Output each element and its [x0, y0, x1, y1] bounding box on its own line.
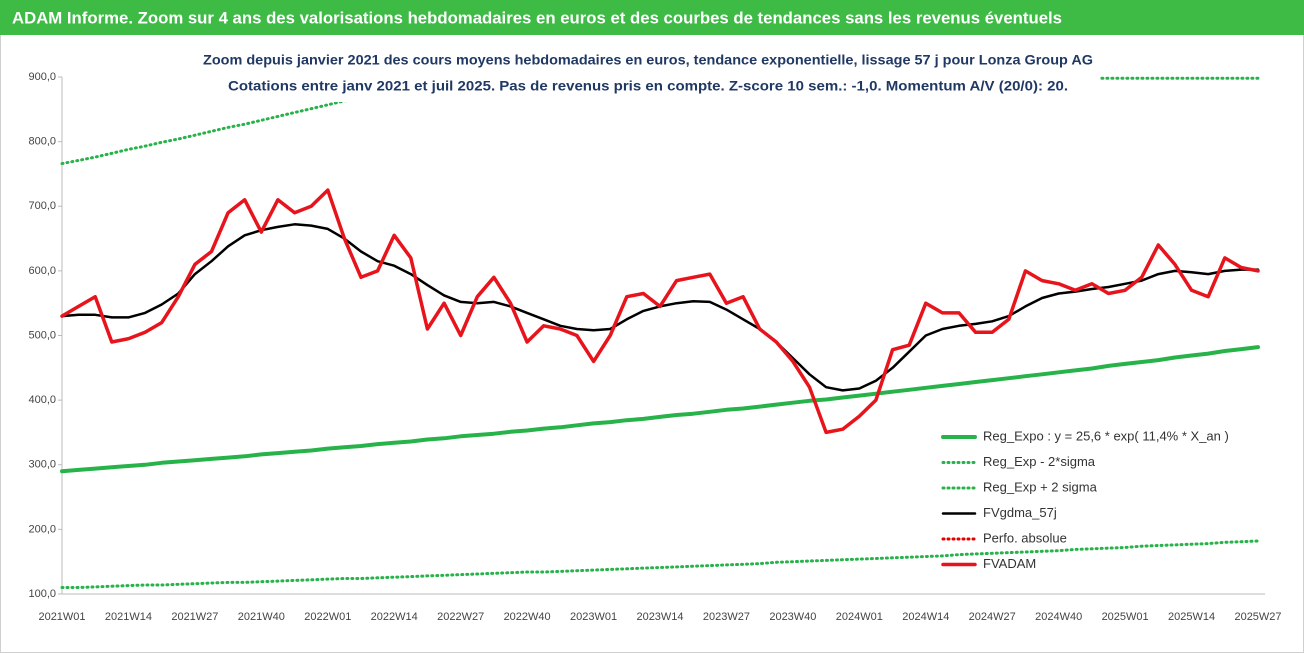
y-tick-label: 400,0 [28, 394, 56, 406]
legend-label: FVADAM [983, 556, 1036, 571]
x-tick-label: 2021W27 [171, 611, 218, 623]
y-tick-label: 900,0 [28, 71, 56, 83]
x-tick-label: 2023W14 [636, 611, 683, 623]
x-tick-label: 2023W01 [570, 611, 617, 623]
x-tick-label: 2024W14 [902, 611, 949, 623]
x-tick-label: 2025W01 [1102, 611, 1149, 623]
x-tick-label: 2024W27 [969, 611, 1016, 623]
x-tick-label: 2022W01 [304, 611, 351, 623]
x-tick-label: 2023W27 [703, 611, 750, 623]
legend-label: Reg_Exp - 2*sigma [983, 454, 1096, 469]
subtitle: Cotations entre janv 2021 et juil 2025. … [228, 78, 1068, 94]
y-tick-label: 500,0 [28, 329, 56, 341]
x-tick-label: 2025W27 [1234, 611, 1281, 623]
y-tick-label: 800,0 [28, 136, 56, 148]
x-tick-label: 2022W27 [437, 611, 484, 623]
series-line [60, 345, 1260, 474]
x-tick-label: 2024W40 [1035, 611, 1082, 623]
y-tick-label: 100,0 [28, 588, 56, 600]
y-tick-label: 300,0 [28, 459, 56, 471]
legend-label: Reg_Exp + 2 sigma [983, 479, 1098, 494]
legend-label: Reg_Expo : y = 25,6 * exp( 11,4% * X_an … [983, 428, 1229, 443]
x-tick-label: 2021W14 [105, 611, 152, 623]
header-band [0, 0, 1304, 35]
x-tick-label: 2025W14 [1168, 611, 1215, 623]
y-tick-label: 600,0 [28, 265, 56, 277]
legend: Reg_Expo : y = 25,6 * exp( 11,4% * X_an … [941, 428, 1229, 571]
subtitle-box [195, 46, 1100, 102]
y-tick-label: 200,0 [28, 523, 56, 535]
x-tick-label: 2022W40 [504, 611, 551, 623]
legend-label: FVgdma_57j [983, 505, 1057, 520]
x-tick-label: 2022W14 [371, 611, 418, 623]
x-tick-label: 2024W01 [836, 611, 883, 623]
x-tick-label: 2021W40 [238, 611, 285, 623]
legend-label: Perfo. absolue [983, 530, 1067, 545]
x-tick-label: 2023W40 [769, 611, 816, 623]
subtitle: Zoom depuis janvier 2021 des cours moyen… [203, 52, 1093, 68]
series-line [60, 539, 1260, 589]
series-line [60, 188, 1260, 435]
x-tick-label: 2021W01 [38, 611, 85, 623]
y-tick-label: 700,0 [28, 200, 56, 212]
chart-title: ADAM Informe. Zoom sur 4 ans des valoris… [12, 8, 1062, 27]
